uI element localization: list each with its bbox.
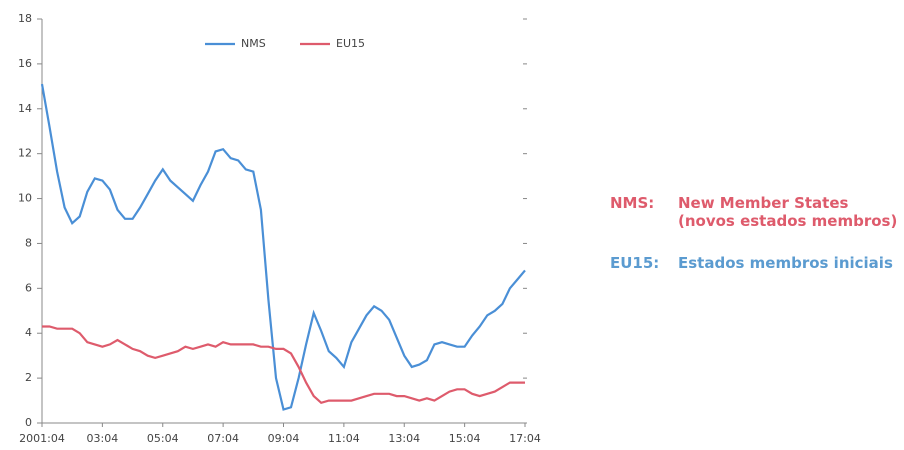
- note-text: New Member States (novos estados membros): [678, 194, 897, 230]
- y-tick-label: 10: [18, 192, 32, 205]
- x-tick-label: 09:04: [268, 432, 300, 445]
- y-tick-label: 0: [25, 416, 32, 429]
- y-tick-label: 8: [25, 236, 32, 249]
- note: NMS: New Member States (novos estados memb…: [610, 194, 900, 230]
- note-key: EU15:: [610, 254, 660, 272]
- line-series: [42, 325, 525, 405]
- x-tick-label: 11:04: [328, 432, 360, 445]
- note-key: NMS:: [610, 194, 655, 212]
- x-tick-label: 03:04: [87, 432, 119, 445]
- chart: 0 2 4 6 8 10 12 14 16 18 2001:04 03:04 05:04 07:04 09:…: [18, 12, 541, 445]
- note-line: New Member States: [678, 194, 849, 212]
- legend-label: NMS: [241, 37, 266, 50]
- x-tick-label: 2001:04: [19, 432, 65, 445]
- y-tick-label: 4: [25, 326, 32, 339]
- note-line: Estados membros iniciais: [678, 254, 893, 272]
- x-tick-label: 13:04: [388, 432, 420, 445]
- x-tick-label: 07:04: [207, 432, 239, 445]
- y-tick-label: 18: [18, 12, 32, 25]
- y-tick-label: 16: [18, 57, 32, 70]
- y-tick-label: 2: [25, 371, 32, 384]
- y-tick-label: 12: [18, 147, 32, 160]
- x-tick-label: 15:04: [449, 432, 481, 445]
- note: EU15: Estados membros iniciais: [610, 254, 900, 272]
- note-text: Estados membros iniciais: [678, 254, 893, 272]
- notes: NMS: New Member States (novos estados memb…: [610, 194, 900, 296]
- note-line: (novos estados membros): [678, 212, 898, 230]
- legend-label: EU15: [336, 37, 365, 50]
- y-tick-label: 14: [18, 102, 32, 115]
- line-series: [40, 83, 526, 411]
- y-tick-label: 6: [25, 281, 32, 294]
- x-tick-label: 05:04: [147, 432, 179, 445]
- x-tick-label: 17:04: [509, 432, 541, 445]
